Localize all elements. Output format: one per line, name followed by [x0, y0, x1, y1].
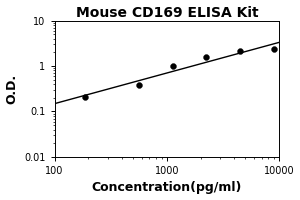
Point	[83, 95, 88, 98]
Y-axis label: O.D.: O.D.	[6, 74, 19, 104]
Point	[238, 50, 243, 53]
Point	[272, 48, 276, 51]
Point	[170, 65, 175, 68]
Point	[136, 84, 141, 87]
Title: Mouse CD169 ELISA Kit: Mouse CD169 ELISA Kit	[76, 6, 258, 20]
X-axis label: Concentration(pg/ml): Concentration(pg/ml)	[92, 181, 242, 194]
Point	[204, 56, 209, 59]
